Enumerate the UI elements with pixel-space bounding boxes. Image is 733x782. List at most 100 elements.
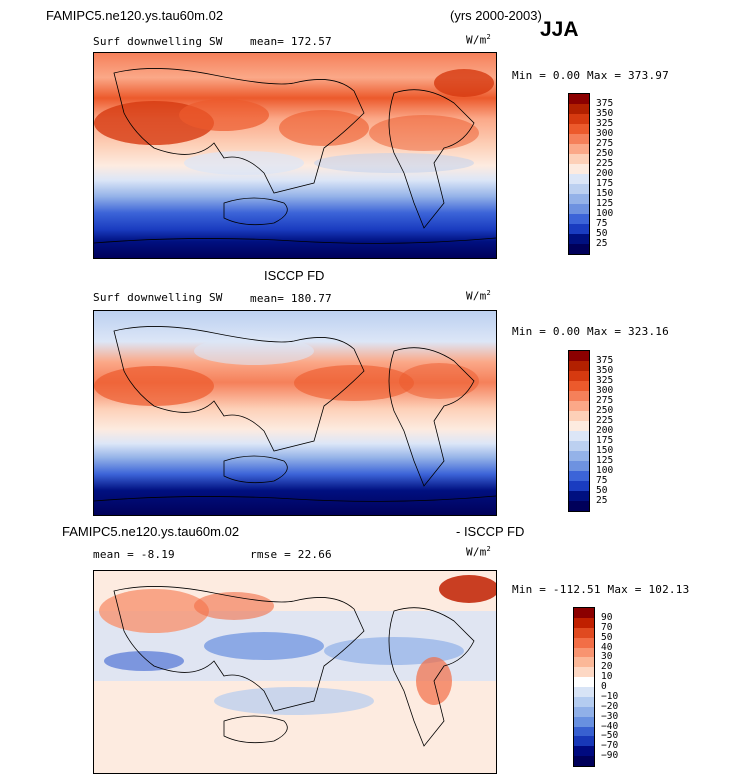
colorbar-label: 300: [596, 128, 614, 139]
colorbar-swatch: [569, 184, 589, 194]
colorbar-label: 150: [596, 188, 614, 199]
panel3-units: W/m2: [466, 545, 491, 559]
colorbar-label: 75: [596, 218, 608, 229]
colorbar-swatch: [574, 716, 594, 727]
colorbar-label: 70: [601, 621, 613, 633]
panel3-map: [93, 570, 497, 774]
colorbar-swatch: [569, 371, 589, 381]
colorbar-label: 200: [596, 168, 614, 179]
colorbar-label: 50: [601, 631, 613, 643]
colorbar-label: 100: [596, 465, 614, 476]
colorbar-swatch: [569, 194, 589, 204]
colorbar-swatch: [574, 667, 594, 678]
colorbar-swatch: [569, 421, 589, 431]
colorbar-swatch: [574, 726, 594, 737]
colorbar-label: 20: [601, 661, 613, 673]
years-header: (yrs 2000-2003): [450, 8, 542, 23]
colorbar-swatch: [569, 134, 589, 144]
colorbar-label: 250: [596, 405, 614, 416]
colorbar-label: 125: [596, 198, 614, 209]
colorbar-label: 75: [596, 475, 608, 486]
panel3-mean: mean = -8.19: [93, 548, 175, 561]
panel2-units: W/m2: [466, 289, 491, 303]
colorbar-swatch: [569, 451, 589, 461]
colorbar-swatch: [569, 461, 589, 471]
colorbar-label: 100: [596, 208, 614, 219]
panel1-map: [93, 52, 497, 259]
panel3-title-right: - ISCCP FD: [456, 524, 525, 539]
colorbar-label: 325: [596, 118, 614, 129]
panel2-mean: mean= 180.77: [250, 292, 332, 305]
colorbar-label: 150: [596, 445, 614, 456]
colorbar-label: 250: [596, 148, 614, 159]
colorbar-swatch: [569, 174, 589, 184]
colorbar-label: 25: [596, 495, 608, 506]
colorbar-swatch: [574, 617, 594, 628]
colorbar-label: −50: [601, 730, 619, 742]
panel2-map: [93, 310, 497, 516]
colorbar-swatch: [574, 687, 594, 697]
colorbar-swatch: [569, 114, 589, 124]
colorbar-swatch: [574, 696, 594, 707]
panel2-map-field: [94, 311, 496, 515]
colorbar-label: 325: [596, 375, 614, 386]
panel1-mean: mean= 172.57: [250, 35, 332, 48]
colorbar-label: 90: [601, 611, 613, 623]
colorbar-swatch: [569, 491, 589, 501]
colorbar-swatch: [569, 154, 589, 164]
colorbar-swatch: [569, 441, 589, 451]
colorbar-label: 10: [601, 671, 613, 683]
colorbar-swatch: [569, 471, 589, 481]
case-name-header: FAMIPC5.ne120.ys.tau60m.02: [46, 8, 224, 23]
panel3-title-left: FAMIPC5.ne120.ys.tau60m.02: [62, 524, 240, 539]
colorbar-swatch: [574, 627, 594, 638]
panel2-variable: Surf downwelling SW: [93, 291, 223, 304]
colorbar-swatch: [569, 481, 589, 491]
colorbar-swatch: [569, 204, 589, 214]
colorbar-label: −70: [601, 740, 619, 752]
colorbar-swatch: [569, 381, 589, 391]
panel1-colorbar: [568, 93, 590, 255]
colorbar-label: −40: [601, 720, 619, 732]
panel3-rmse: rmse = 22.66: [250, 548, 332, 561]
colorbar-swatch: [574, 736, 594, 747]
colorbar-label: 350: [596, 365, 614, 376]
colorbar-label: 225: [596, 158, 614, 169]
panel1-units: W/m2: [466, 33, 491, 47]
colorbar-label: −30: [601, 710, 619, 722]
colorbar-swatch: [574, 647, 594, 658]
season-label: JJA: [540, 18, 579, 41]
colorbar-swatch: [574, 608, 594, 618]
panel2-title: ISCCP FD: [264, 268, 325, 283]
colorbar-label: 50: [596, 485, 608, 496]
colorbar-label: 275: [596, 138, 614, 149]
colorbar-label: 40: [601, 641, 613, 653]
colorbar-swatch: [569, 244, 589, 254]
colorbar-swatch: [574, 677, 594, 687]
colorbar-label: −20: [601, 700, 619, 712]
colorbar-swatch: [569, 214, 589, 224]
colorbar-label: 175: [596, 178, 614, 189]
colorbar-label: 225: [596, 415, 614, 426]
colorbar-swatch: [569, 351, 589, 361]
colorbar-label: 375: [596, 98, 614, 109]
panel3-map-field: [94, 571, 496, 773]
colorbar-swatch: [569, 164, 589, 174]
colorbar-label: 375: [596, 355, 614, 366]
colorbar-label: 25: [596, 238, 608, 249]
colorbar-swatch: [569, 224, 589, 234]
colorbar-label: 0: [601, 681, 607, 692]
colorbar-label: 30: [601, 651, 613, 663]
colorbar-swatch: [569, 391, 589, 401]
colorbar-swatch: [574, 746, 594, 757]
colorbar-swatch: [569, 234, 589, 244]
panel1-variable: Surf downwelling SW: [93, 35, 223, 48]
panel1-range: Min = 0.00 Max = 373.97: [512, 69, 669, 82]
colorbar-label: −90: [601, 750, 619, 762]
colorbar-swatch: [574, 657, 594, 668]
panel3-range: Min = -112.51 Max = 102.13: [512, 583, 690, 596]
colorbar-label: 200: [596, 425, 614, 436]
panel2-colorbar: [568, 350, 590, 512]
colorbar-swatch: [569, 501, 589, 511]
colorbar-swatch: [569, 144, 589, 154]
